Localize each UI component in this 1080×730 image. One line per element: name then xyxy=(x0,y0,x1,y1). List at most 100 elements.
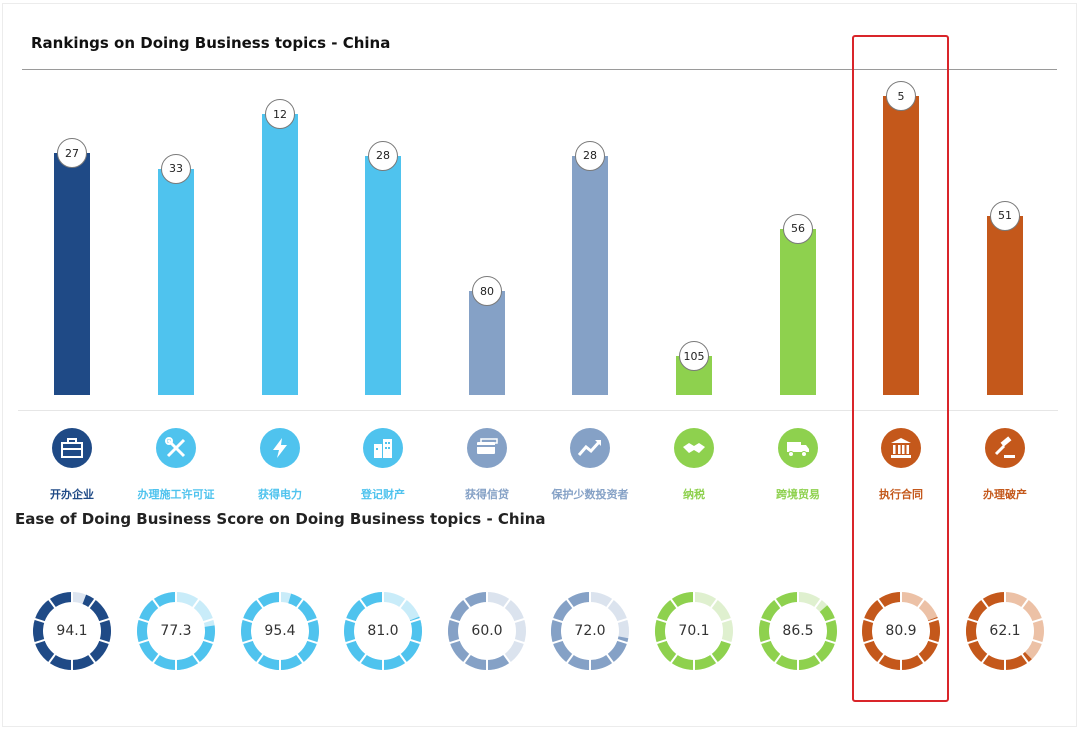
donut-separator xyxy=(824,638,837,645)
donut-separator xyxy=(709,653,719,664)
donut-separator xyxy=(47,653,57,664)
title-rule xyxy=(22,69,1057,70)
donut-separator xyxy=(551,638,564,645)
donut-separator xyxy=(966,617,979,624)
score-value-label: 62.1 xyxy=(989,623,1021,639)
donut-separator xyxy=(87,653,97,664)
topic-item: 保护少数投资者 xyxy=(530,428,650,502)
donut-value-arc xyxy=(137,592,215,670)
donut-separator xyxy=(448,617,461,624)
donut-separator xyxy=(669,598,679,609)
ranking-value-label: 28 xyxy=(368,140,398,171)
ranking-bar xyxy=(469,291,505,395)
donut-separator xyxy=(813,653,823,664)
donut-separator xyxy=(916,653,926,664)
ranking-bar xyxy=(158,168,194,395)
donut-separator xyxy=(876,653,886,664)
ranking-value-label: 51 xyxy=(990,200,1020,231)
ranking-bar xyxy=(883,96,919,395)
ranking-bar xyxy=(262,114,298,395)
donut-separator xyxy=(720,638,733,645)
credit-card-icon xyxy=(467,428,507,468)
donut-separator xyxy=(605,598,615,609)
score-donut: 80.9 xyxy=(861,591,941,671)
donut-separator xyxy=(565,598,575,609)
topic-name: 办理施工许可证 xyxy=(137,488,215,501)
topic-name: 获得信贷 xyxy=(465,488,509,501)
ranking-value-label: 5 xyxy=(886,81,916,111)
score-value-label: 77.3 xyxy=(160,623,192,639)
score-value-label: 86.5 xyxy=(782,623,814,639)
donut-separator xyxy=(98,638,111,645)
gavel-icon xyxy=(985,428,1025,468)
donut-separator xyxy=(191,653,201,664)
donut-separator xyxy=(358,653,368,664)
donut-separator xyxy=(47,598,57,609)
topic-item: 开办企业 xyxy=(12,428,132,502)
score-donut: 72.0 xyxy=(550,591,630,671)
donut-separator xyxy=(616,638,629,645)
donut-separator xyxy=(980,653,990,664)
buildings-icon xyxy=(363,428,403,468)
donut-separator xyxy=(927,638,940,645)
donut-separator xyxy=(255,653,265,664)
donut-separator xyxy=(255,598,265,609)
topic-name: 跨境贸易 xyxy=(776,488,820,501)
donut-separator xyxy=(202,638,215,645)
topic-name: 登记财产 xyxy=(361,488,405,501)
donut-value-arc xyxy=(966,592,1032,670)
donut-separator xyxy=(862,638,875,645)
handshake-icon xyxy=(674,428,714,468)
donut-separator xyxy=(616,617,629,624)
bar-baseline xyxy=(18,410,1058,411)
donut-separator xyxy=(1020,653,1030,664)
donut-separator xyxy=(137,617,150,624)
donut-separator xyxy=(409,617,422,624)
ranking-value-label: 80 xyxy=(472,276,502,306)
donut-separator xyxy=(462,598,472,609)
donut-separator xyxy=(565,653,575,664)
ranking-value-label: 12 xyxy=(265,99,295,130)
donut-separator xyxy=(759,617,772,624)
donut-separator xyxy=(358,598,368,609)
donut-separator xyxy=(306,638,319,645)
ranking-value-label: 28 xyxy=(575,140,605,171)
donut-value-arc xyxy=(759,592,837,670)
lightning-icon xyxy=(260,428,300,468)
ranking-value-label: 105 xyxy=(679,341,709,371)
ranking-bar xyxy=(365,155,401,395)
topic-name: 保护少数投资者 xyxy=(551,488,629,501)
donut-separator xyxy=(151,598,161,609)
topic-item: 办理破产 xyxy=(945,428,1065,502)
donut-value-arc xyxy=(344,592,422,670)
donut-separator xyxy=(927,617,940,624)
topic-item: 办理施工许可证 xyxy=(116,428,236,502)
tools-icon xyxy=(156,428,196,468)
truck-icon xyxy=(778,428,818,468)
donut-separator xyxy=(241,638,254,645)
topic-name: 获得电力 xyxy=(258,488,302,501)
score-value-label: 60.0 xyxy=(471,623,503,639)
score-donut: 94.1 xyxy=(32,591,112,671)
donut-separator xyxy=(191,598,201,609)
donut-separator xyxy=(295,653,305,664)
score-value-label: 94.1 xyxy=(56,623,88,639)
trend-up-icon xyxy=(570,428,610,468)
donut-separator xyxy=(980,598,990,609)
topic-item: 纳税 xyxy=(634,428,754,502)
score-donut: 95.4 xyxy=(240,591,320,671)
donut-separator xyxy=(462,653,472,664)
score-donut: 86.5 xyxy=(758,591,838,671)
score-donut: 81.0 xyxy=(343,591,423,671)
donut-separator xyxy=(502,598,512,609)
donut-separator xyxy=(502,653,512,664)
score-donut: 62.1 xyxy=(965,591,1045,671)
donut-separator xyxy=(33,617,46,624)
donut-separator xyxy=(655,638,668,645)
donut-separator xyxy=(876,598,886,609)
topic-item: 执行合同 xyxy=(841,428,961,502)
score-value-label: 70.1 xyxy=(678,623,710,639)
courthouse-icon xyxy=(881,428,921,468)
donut-separator xyxy=(33,638,46,645)
donut-separator xyxy=(759,638,772,645)
